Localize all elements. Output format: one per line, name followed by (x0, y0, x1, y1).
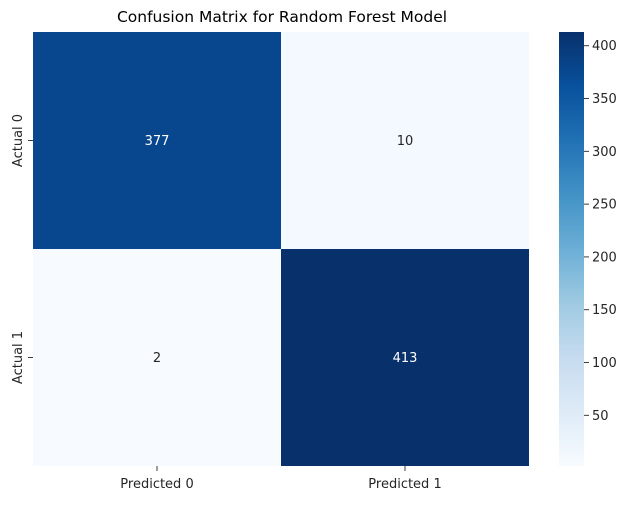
x-tick-label: Predicted 1 (368, 477, 441, 492)
cell-value-label: 2 (153, 351, 161, 366)
colorbar-tick-label: 400 (592, 39, 617, 54)
cell-value-label: 377 (145, 134, 170, 149)
heatmap-cell-labels: 377 10 2 413 (145, 134, 418, 366)
heatmap-cell (281, 249, 529, 466)
y-tick-label: Actual 0 (11, 114, 26, 167)
colorbar-tick-label: 300 (592, 145, 617, 160)
heatmap-cell (33, 32, 281, 249)
heatmap-cell (281, 32, 529, 249)
y-tick-label: Actual 1 (11, 331, 26, 384)
heatmap-cells (33, 32, 529, 466)
colorbar-tick-label: 150 (592, 303, 617, 318)
chart-title: Confusion Matrix for Random Forest Model (117, 8, 447, 26)
colorbar-tick-label: 200 (592, 250, 617, 265)
colorbar-tick-label: 50 (592, 409, 609, 424)
colorbar-tick-label: 350 (592, 92, 617, 107)
x-axis: Predicted 0 Predicted 1 (120, 466, 442, 492)
colorbar: 50 100 150 200 250 300 350 400 (559, 32, 617, 466)
y-axis: Actual 0 Actual 1 (11, 114, 33, 384)
cell-value-label: 413 (393, 351, 418, 366)
x-tick-label: Predicted 0 (120, 477, 193, 492)
colorbar-ticks: 50 100 150 200 250 300 350 400 (584, 39, 617, 424)
colorbar-tick-label: 250 (592, 198, 617, 213)
cell-value-label: 10 (397, 134, 414, 149)
colorbar-gradient (559, 32, 584, 466)
colorbar-tick-label: 100 (592, 356, 617, 371)
heatmap-cell (33, 249, 281, 466)
